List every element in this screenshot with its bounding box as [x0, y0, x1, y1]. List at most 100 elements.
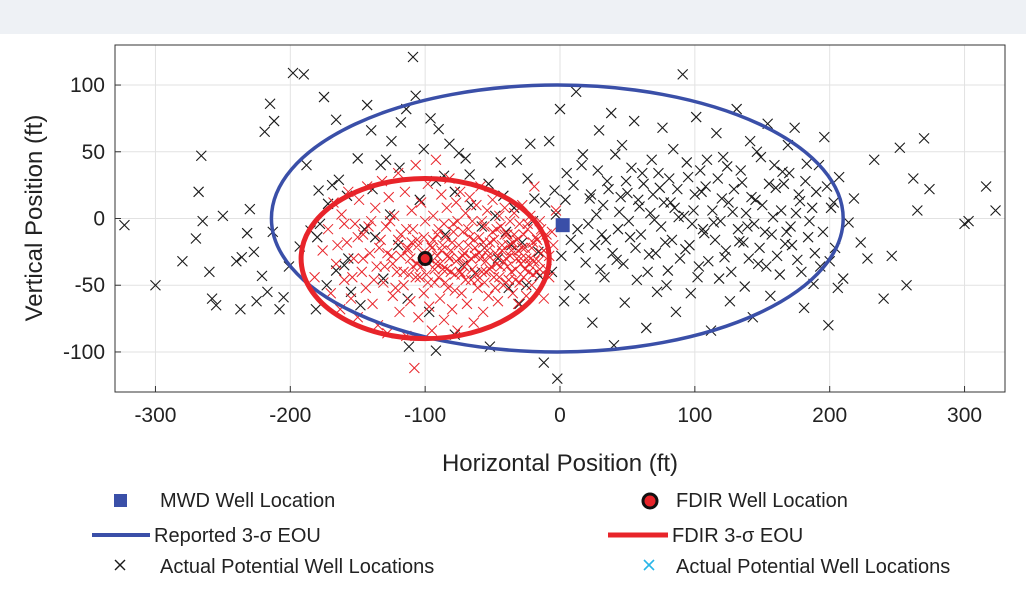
- black-point: [301, 159, 312, 171]
- black-point: [524, 138, 536, 150]
- black-point: [580, 257, 592, 268]
- legend-black-x-icon: [114, 559, 126, 571]
- black-point: [522, 173, 534, 184]
- y-tick-label: 100: [70, 74, 105, 97]
- black-point: [235, 303, 246, 315]
- black-point: [558, 295, 570, 307]
- black-point: [818, 131, 830, 143]
- red-point: [338, 274, 350, 286]
- legend-fdir-circle-icon: [641, 492, 659, 510]
- red-point: [530, 231, 542, 243]
- red-point: [489, 282, 501, 294]
- red-point: [394, 306, 405, 318]
- black-point: [615, 191, 627, 203]
- black-point: [423, 306, 435, 318]
- black-point: [593, 125, 605, 136]
- black-point: [236, 251, 248, 263]
- black-point: [600, 234, 612, 246]
- black-point: [771, 250, 783, 262]
- red-point: [317, 245, 329, 256]
- black-point: [495, 157, 507, 168]
- black-point: [794, 195, 806, 207]
- red-point: [448, 226, 459, 238]
- black-point: [801, 158, 813, 170]
- black-point: [716, 193, 728, 204]
- red-point: [369, 202, 381, 214]
- black-point: [635, 229, 647, 240]
- red-point: [529, 255, 540, 267]
- x-tick-label: 100: [677, 404, 712, 427]
- black-point: [592, 165, 604, 176]
- red-point: [456, 269, 467, 280]
- black-point: [603, 183, 614, 195]
- x-axis-label: Horizontal Position (ft): [442, 450, 678, 477]
- black-point: [503, 282, 515, 294]
- black-point: [711, 127, 722, 139]
- black-point: [657, 122, 668, 134]
- black-point: [643, 249, 655, 260]
- red-point: [384, 215, 396, 227]
- black-point: [825, 202, 837, 214]
- red-point: [479, 277, 490, 288]
- red-point: [496, 245, 508, 256]
- black-point: [790, 207, 802, 219]
- red-point: [402, 242, 413, 254]
- black-point: [783, 167, 795, 179]
- x-tick-label: -100: [404, 404, 446, 427]
- red-point: [380, 221, 392, 232]
- black-point: [489, 210, 501, 222]
- black-point: [554, 103, 566, 115]
- black-point: [770, 182, 782, 194]
- black-point: [511, 154, 523, 166]
- red-point: [365, 215, 377, 227]
- red-point: [491, 258, 502, 270]
- black-point: [439, 229, 451, 240]
- red-point: [507, 237, 519, 248]
- black-point: [817, 226, 829, 238]
- black-point: [638, 178, 649, 190]
- red-point: [413, 311, 424, 323]
- black-point: [278, 291, 289, 303]
- red-point: [504, 215, 516, 227]
- fdir-eou-ellipse: [298, 175, 552, 342]
- black-point: [611, 254, 623, 266]
- black-point: [613, 206, 625, 218]
- black-point: [197, 215, 209, 227]
- red-point: [444, 253, 455, 264]
- red-point: [387, 258, 399, 270]
- black-point: [578, 293, 590, 304]
- black-point: [689, 189, 701, 200]
- red-point: [504, 250, 516, 262]
- legend-reported-eou-label: Reported 3-σ EOU: [154, 525, 321, 547]
- black-point: [630, 242, 641, 254]
- red-point: [410, 159, 422, 171]
- red-point: [430, 154, 442, 166]
- black-point: [599, 271, 610, 283]
- black-point: [646, 154, 658, 166]
- black-point: [878, 293, 890, 304]
- black-point: [333, 174, 345, 186]
- black-point: [259, 126, 271, 138]
- black-point: [721, 161, 733, 172]
- red-point: [336, 209, 347, 220]
- black-point: [990, 205, 1001, 216]
- black-point: [736, 177, 748, 188]
- black-point: [403, 341, 415, 353]
- black-point: [719, 251, 730, 263]
- black-point: [738, 237, 749, 248]
- red-point: [454, 186, 466, 198]
- black-point: [644, 207, 656, 219]
- black-point: [177, 255, 188, 267]
- black-point: [755, 151, 767, 163]
- red-point: [495, 221, 507, 232]
- red-point: [415, 197, 427, 208]
- black-point: [605, 107, 617, 119]
- red-point: [476, 266, 488, 278]
- black-point: [769, 159, 780, 171]
- red-point: [464, 231, 476, 243]
- black-point: [763, 178, 775, 190]
- red-point: [466, 215, 478, 227]
- black-point: [632, 194, 644, 206]
- black-point: [589, 239, 601, 251]
- red-point: [469, 242, 481, 254]
